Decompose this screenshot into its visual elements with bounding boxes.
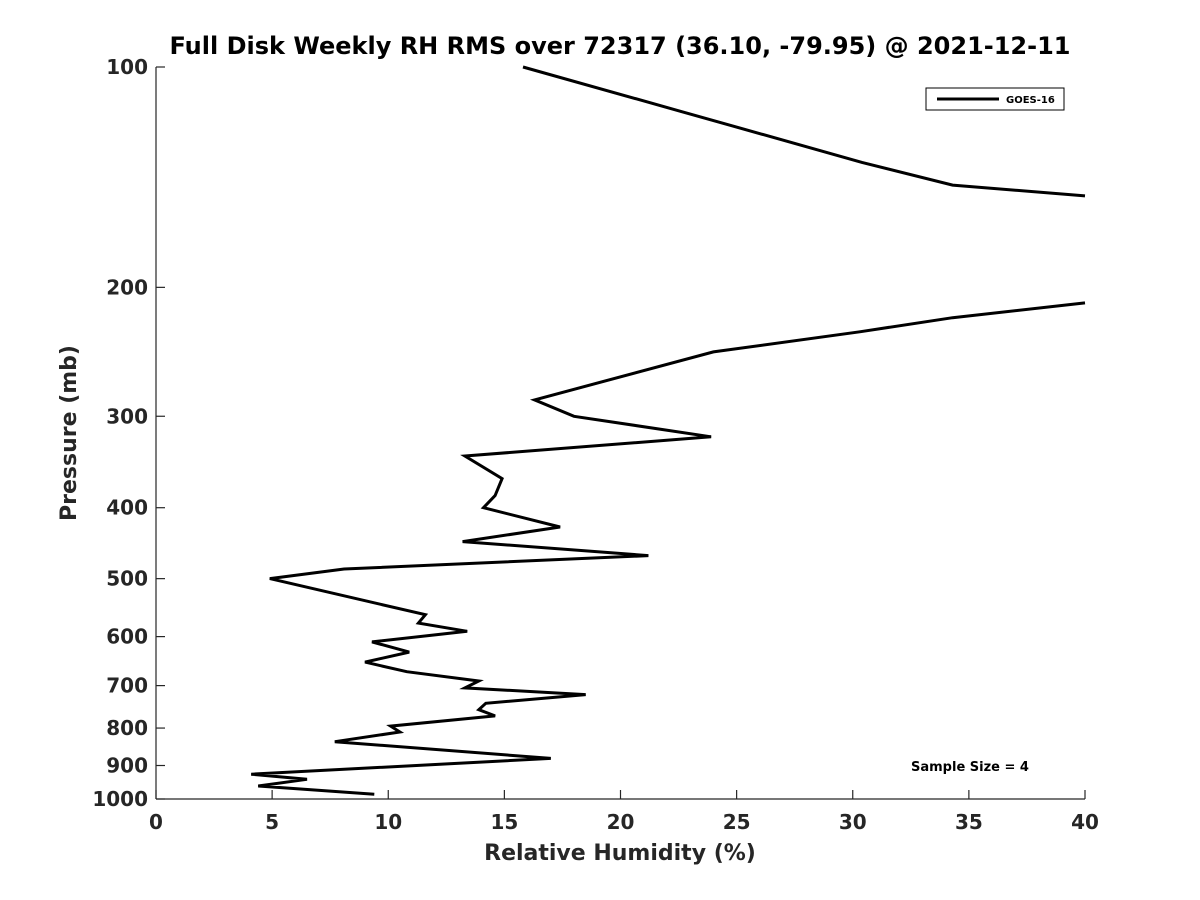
x-tick-label: 35	[955, 810, 983, 834]
x-tick-label: 0	[149, 810, 163, 834]
y-tick-label: 800	[106, 716, 148, 740]
x-tick-label: 25	[723, 810, 751, 834]
x-tick-label: 10	[374, 810, 402, 834]
x-tick-label: 20	[607, 810, 635, 834]
y-axis-label: Pressure (mb)	[57, 345, 82, 521]
x-tick-label: 5	[265, 810, 279, 834]
series-line-2	[251, 301, 1086, 796]
y-tick-label: 400	[106, 496, 148, 520]
x-tick-label: 40	[1071, 810, 1099, 834]
y-tick-label: 700	[106, 674, 148, 698]
x-axis-label: Relative Humidity (%)	[484, 841, 756, 866]
y-tick-label: 1000	[92, 787, 148, 811]
legend-label-goes-16: GOES-16	[1006, 95, 1055, 106]
chart-title: Full Disk Weekly RH RMS over 72317 (36.1…	[169, 32, 1070, 60]
series-layer	[251, 65, 1086, 796]
series-line-1	[522, 65, 1086, 198]
x-axis: 0 5 10 15 20 25 30 35 40	[149, 790, 1099, 834]
y-tick-label: 300	[106, 404, 148, 428]
y-tick-label: 900	[106, 754, 148, 778]
y-tick-label: 200	[106, 275, 148, 299]
sample-size-annotation: Sample Size = 4	[911, 760, 1029, 775]
y-tick-label: 600	[106, 625, 148, 649]
y-axis: 100 200 300 400 500 600 700 800 900 1000	[92, 55, 165, 811]
x-tick-label: 15	[490, 810, 518, 834]
x-tick-label: 30	[839, 810, 867, 834]
y-tick-label: 100	[106, 55, 148, 79]
y-tick-label: 500	[106, 567, 148, 591]
legend: GOES-16	[925, 87, 1065, 111]
